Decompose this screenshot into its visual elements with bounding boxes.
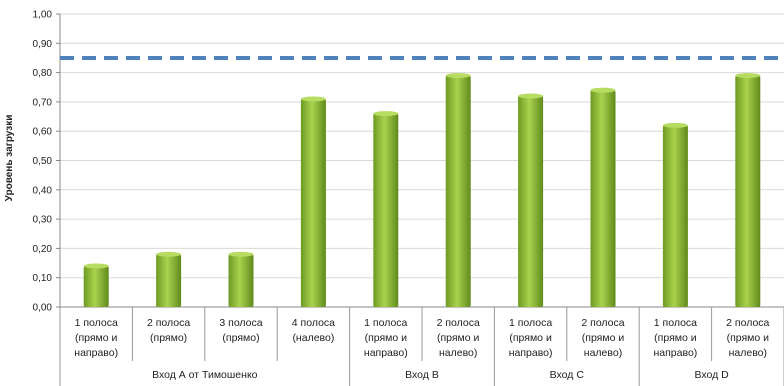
- y-tick-label: 0,10: [33, 273, 53, 284]
- y-tick-label: 0,40: [33, 185, 53, 196]
- bar-top: [300, 96, 326, 102]
- y-axis-ticks: 0,00 0,10 0,20 0,30 0,40 0,50 0,60 0,70 0,80 0,90…: [33, 10, 53, 314]
- x-category-label: 1 полоса (прямо и направо): [74, 317, 118, 359]
- bar: [156, 254, 182, 307]
- bar-top: [735, 73, 761, 79]
- y-tick-label: 0,80: [33, 68, 53, 79]
- y-tick-label: 0,00: [33, 303, 53, 314]
- y-tick-label: 0,30: [33, 215, 53, 226]
- bar-top: [373, 111, 399, 117]
- bar: [83, 265, 109, 307]
- bar: [228, 254, 254, 307]
- bar-top: [445, 73, 471, 79]
- y-tick-label: 0,20: [33, 244, 53, 255]
- bar: [590, 90, 616, 308]
- bar-top: [83, 263, 109, 269]
- bar-top: [590, 87, 616, 93]
- x-group-label: Вход А от Тимошенко: [152, 369, 258, 381]
- x-category-label: 3 полоса (прямо): [219, 317, 262, 344]
- x-group-label: Вход C: [550, 369, 585, 381]
- bar: [518, 96, 544, 307]
- y-tick-label: 1,00: [33, 10, 53, 21]
- bar: [373, 113, 399, 308]
- x-group-label: Вход D: [694, 369, 729, 381]
- bar-top: [156, 251, 182, 257]
- y-tick-label: 0,90: [33, 39, 53, 50]
- y-axis-label: Уровень загрузки: [4, 115, 15, 202]
- bar-top: [228, 251, 254, 257]
- bar: [735, 75, 761, 307]
- x-category-label: 4 полоса (налево): [292, 317, 335, 344]
- x-category-label: 2 полоса (прямо и налево): [437, 317, 480, 359]
- bars: [83, 73, 761, 308]
- x-axis: 1 полоса (прямо и направо) 2 полоса (прямо) 3…: [59, 307, 784, 386]
- y-tick-label: 0,50: [33, 156, 53, 167]
- bar-top: [518, 93, 544, 99]
- x-category-label: 1 полоса (прямо и направо): [653, 317, 697, 359]
- bar: [300, 98, 326, 307]
- x-category-label: 1 полоса (прямо и направо): [509, 317, 553, 359]
- bar: [662, 125, 688, 307]
- x-category-label: 2 полоса (прямо и налево): [726, 317, 769, 359]
- bar-top: [662, 122, 688, 128]
- y-tick-label: 0,70: [33, 97, 53, 108]
- y-tick-label: 0,60: [33, 127, 53, 138]
- x-group-label: Вход B: [405, 369, 439, 381]
- x-category-label: 1 полоса (прямо и направо): [364, 317, 408, 359]
- x-category-label: 2 полоса (прямо): [147, 317, 190, 344]
- bar: [445, 75, 471, 307]
- x-category-label: 2 полоса (прямо и налево): [581, 317, 624, 359]
